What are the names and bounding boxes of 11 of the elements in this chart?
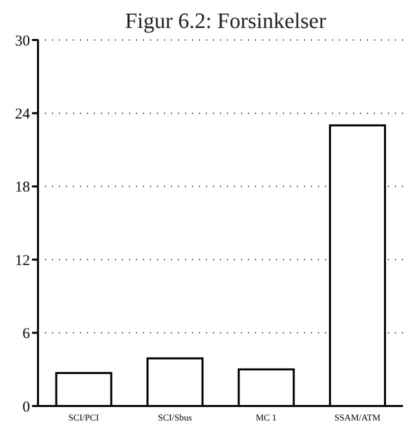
y-tick-label: 0 (22, 399, 30, 416)
x-tick-label: SCI/Sbus (158, 412, 192, 422)
y-tick-label: 18 (15, 180, 30, 196)
y-tick-label: 12 (15, 252, 30, 269)
y-tick-label: 30 (15, 33, 30, 50)
y-tick-label: 6 (22, 326, 30, 342)
y-tick-label: 24 (15, 106, 30, 123)
x-tick-label: SSAM/ATM (334, 412, 380, 422)
chart-title: Figur 6.2: Forsinkelser (124, 8, 328, 34)
x-tick-label: SCI/PCI (68, 412, 99, 422)
x-tick-label: MC 1 (256, 412, 277, 422)
